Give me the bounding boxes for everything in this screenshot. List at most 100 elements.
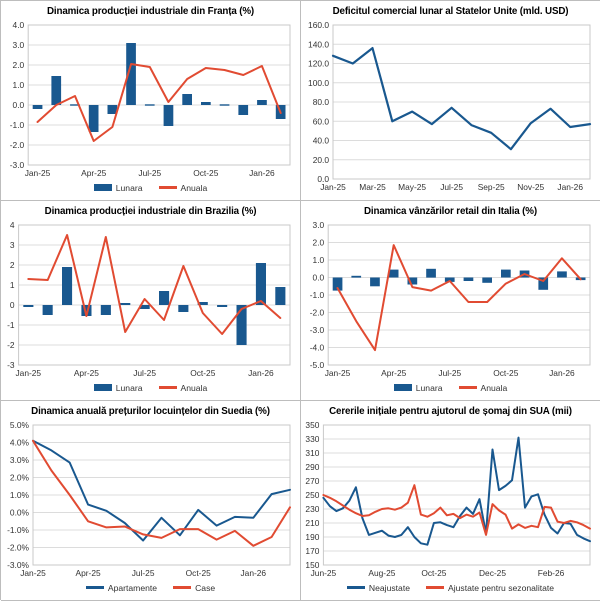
chart-title-sua-somaj: Cererile inițiale pentru ajutorul de șom…	[329, 406, 572, 417]
svg-text:Jul-25: Jul-25	[138, 168, 161, 178]
svg-text:250: 250	[305, 490, 319, 500]
svg-text:3.0: 3.0	[313, 220, 325, 230]
svg-text:-4.0: -4.0	[310, 343, 325, 353]
legend-line-swatch-icon	[85, 586, 104, 589]
svg-text:290: 290	[305, 462, 319, 472]
svg-text:-3.0%: -3.0%	[7, 560, 29, 570]
svg-text:350: 350	[305, 420, 319, 430]
svg-text:Aug-25: Aug-25	[368, 568, 395, 578]
svg-text:-1.0: -1.0	[10, 120, 25, 130]
legend-label: Case	[195, 582, 216, 593]
chart-title-sua-deficit: Deficitul comercial lunar al Statelor Un…	[332, 6, 569, 17]
legend-label: Lunara	[115, 382, 143, 393]
chart-plot-brazilia: 4 3 2 1 0 -1 -2 -3 Jan-25 Apr-25 Jul-25 Oct-25 Jan-2…	[1, 218, 300, 380]
legend-item: Apartamente	[85, 582, 158, 593]
svg-text:160.0: 160.0	[308, 20, 329, 30]
legend-label: Apartamente	[107, 582, 158, 593]
chart-panel-franta-industrie: Dinamica producției industriale din Fran…	[1, 1, 301, 201]
svg-text:Apr-25: Apr-25	[81, 168, 106, 178]
svg-text:Jul-25: Jul-25	[133, 368, 156, 378]
chart-legend-franta: Lunara Anuala	[1, 180, 300, 195]
legend-bar-swatch-icon	[93, 384, 112, 391]
svg-text:230: 230	[305, 504, 319, 514]
svg-text:1.0: 1.0	[313, 255, 325, 265]
svg-text:80.0: 80.0	[313, 97, 330, 107]
legend-item: Lunara	[93, 183, 143, 193]
chart-panel-sua-deficit: Deficitul comercial lunar al Statelor Un…	[301, 1, 600, 201]
svg-text:270: 270	[305, 476, 319, 486]
svg-text:-3.0: -3.0	[10, 160, 25, 170]
legend-item: Ajustate pentru sezonalitate	[426, 583, 554, 593]
legend-line-swatch-icon	[158, 186, 177, 189]
legend-line-swatch-icon	[458, 386, 477, 389]
svg-text:Dec-25: Dec-25	[479, 568, 506, 578]
svg-text:Jul-25: Jul-25	[438, 368, 461, 378]
svg-text:190: 190	[305, 532, 319, 542]
svg-text:1.0%: 1.0%	[10, 490, 30, 500]
svg-text:Jul-25: Jul-25	[132, 568, 155, 578]
svg-text:Apr-25: Apr-25	[76, 568, 101, 578]
legend-line-swatch-icon	[158, 386, 177, 389]
svg-text:2.0: 2.0	[313, 238, 325, 248]
svg-text:0.0%: 0.0%	[10, 508, 30, 518]
svg-text:Jun-25: Jun-25	[311, 568, 337, 578]
svg-text:-2: -2	[7, 340, 15, 350]
svg-text:4.0: 4.0	[13, 20, 25, 30]
chart-plot-sua-deficit: 160.0 140.0 120.0 100.0 80.0 60.0 40.0 20.0 0.0 J…	[301, 18, 600, 194]
chart-legend-italia: Lunara Anuala	[301, 380, 600, 395]
svg-text:-1.0%: -1.0%	[7, 525, 29, 535]
legend-line-swatch-icon	[173, 586, 192, 589]
legend-item: Lunara	[393, 383, 443, 393]
legend-item: Neajustate	[346, 582, 411, 593]
chart-canvas: 160.0140.0120.0100.080.060.040.020.00.0J…	[308, 20, 592, 192]
chart-plot-italia: 3.0 2.0 1.0 0.0 -1.0 -2.0 -3.0 -4.0 -5.0 Jan-25 Ap…	[301, 218, 600, 380]
svg-text:Jan-25: Jan-25	[320, 182, 346, 192]
legend-label: Anuala	[480, 382, 508, 393]
svg-text:-5.0: -5.0	[310, 360, 325, 370]
svg-text:-1.0: -1.0	[310, 290, 325, 300]
chart-panel-sua-somaj: Cererile inițiale pentru ajutorul de șom…	[301, 401, 600, 601]
svg-text:40.0: 40.0	[313, 136, 330, 146]
svg-text:210: 210	[305, 518, 319, 528]
svg-text:Oct-25: Oct-25	[421, 568, 446, 578]
svg-text:4: 4	[10, 220, 15, 230]
svg-text:20.0: 20.0	[313, 155, 330, 165]
chart-panel-brazilia-industrie: Dinamica producției industriale din Braz…	[1, 201, 301, 401]
chart-panel-italia-retail: Dinamica vânzărilor retail din Italia (%…	[301, 201, 600, 401]
svg-text:3.0: 3.0	[13, 40, 25, 50]
svg-text:-2.0: -2.0	[310, 308, 325, 318]
svg-text:1: 1	[10, 280, 15, 290]
svg-text:Feb-26: Feb-26	[538, 568, 565, 578]
svg-text:-2.0: -2.0	[10, 140, 25, 150]
svg-text:4.0%: 4.0%	[10, 438, 30, 448]
svg-text:Nov-25: Nov-25	[517, 182, 544, 192]
svg-text:120.0: 120.0	[308, 59, 329, 69]
svg-text:100.0: 100.0	[308, 78, 329, 88]
legend-item: Anuala	[458, 382, 508, 393]
legend-label: Neajustate	[368, 582, 411, 593]
svg-text:-3: -3	[7, 360, 15, 370]
legend-item: Anuala	[158, 182, 208, 193]
chart-title-brazilia: Dinamica producției industriale din Braz…	[44, 206, 257, 217]
svg-text:Jan-25: Jan-25	[325, 368, 351, 378]
svg-text:0.0: 0.0	[313, 273, 325, 283]
chart-panel-suedia-locuinte: Dinamica anuală prețurilor locuințelor d…	[1, 401, 301, 601]
svg-text:-1: -1	[7, 320, 15, 330]
legend-label: Anuala	[180, 182, 208, 193]
legend-bar-swatch-icon	[93, 184, 112, 191]
chart-plot-sua-somaj: 350 330 310 290 270 250 230 210 190 170 150 Jun-25 A…	[301, 418, 600, 580]
svg-text:May-25: May-25	[398, 182, 426, 192]
svg-text:Jan-26: Jan-26	[248, 368, 274, 378]
svg-text:Jan-25: Jan-25	[20, 568, 46, 578]
svg-text:Jan-26: Jan-26	[557, 182, 583, 192]
chart-plot-franta: 4.0 3.0 2.0 1.0 0.0 -1.0 -2.0 -3.0 Jan-25 Apr-25 J…	[1, 18, 300, 180]
legend-line-swatch-icon	[346, 586, 365, 589]
legend-line-swatch-icon	[426, 586, 445, 589]
chart-title-suedia: Dinamica anuală prețurilor locuințelor d…	[31, 406, 270, 417]
legend-label: Anuala	[180, 382, 208, 393]
svg-text:Jan-26: Jan-26	[549, 368, 575, 378]
svg-text:1.0: 1.0	[13, 80, 25, 90]
